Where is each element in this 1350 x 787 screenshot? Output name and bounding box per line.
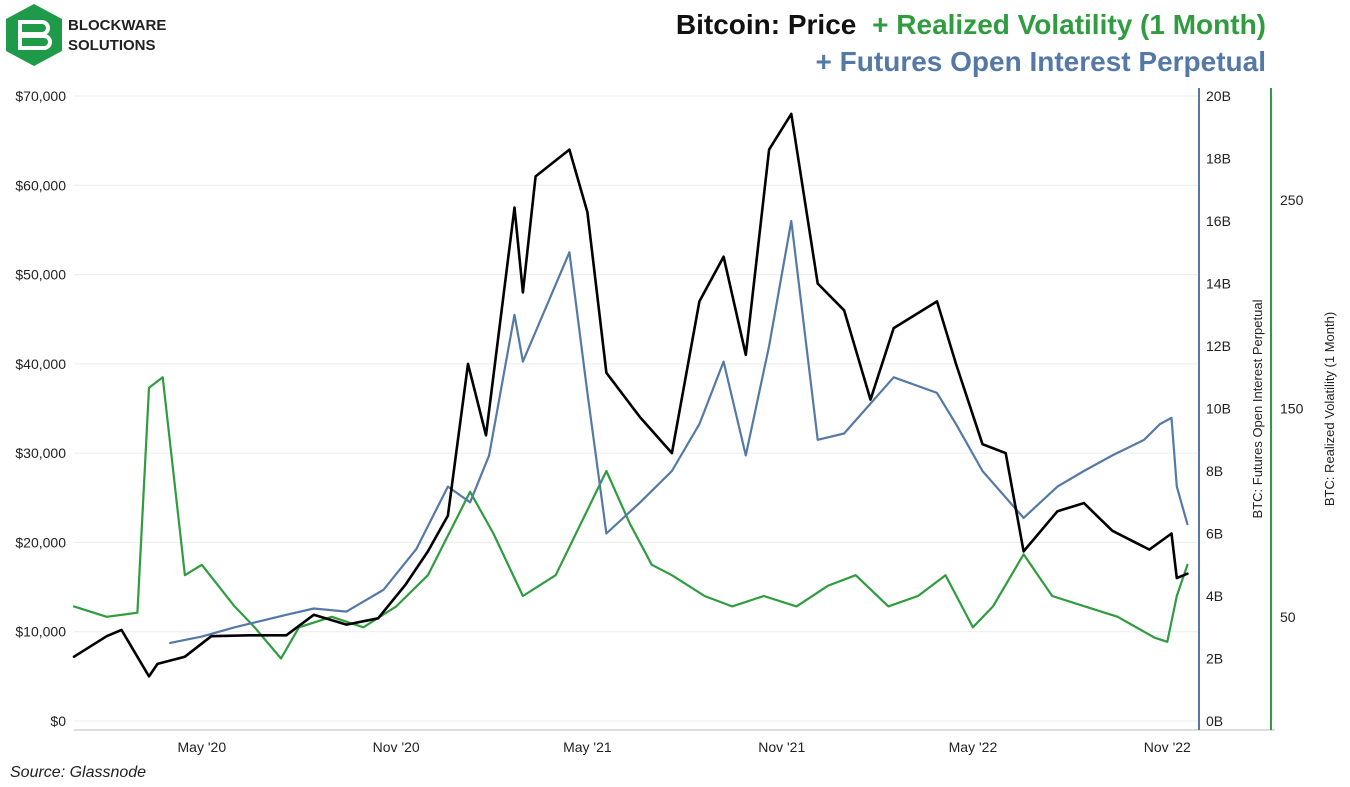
price-line bbox=[72, 112, 1189, 678]
y-left-tick-label: $60,000 bbox=[15, 177, 66, 193]
y-right2-tick-label: 50 bbox=[1280, 609, 1296, 625]
x-tick-label: May '22 bbox=[949, 739, 998, 755]
x-tick-label: May '21 bbox=[563, 739, 612, 755]
x-tick-label: Nov '22 bbox=[1144, 739, 1191, 755]
y-left-tick-label: $70,000 bbox=[15, 88, 66, 104]
logo-text-line2: SOLUTIONS bbox=[68, 37, 156, 54]
y-right1-tick-label: 16B bbox=[1206, 213, 1231, 229]
chart-title-line1: Bitcoin: Price + Realized Volatility (1 … bbox=[676, 9, 1266, 40]
y-axis-title-volatility: BTC: Realized Volatility (1 Month) bbox=[1322, 312, 1337, 506]
series-layer bbox=[72, 112, 1189, 678]
blockware-logo: BLOCKWARE SOLUTIONS bbox=[6, 4, 166, 66]
title-price: Bitcoin: Price bbox=[676, 9, 856, 40]
y-left-tick-label: $0 bbox=[50, 713, 66, 729]
y-left-tick-label: $30,000 bbox=[15, 445, 66, 461]
y-right1-tick-label: 12B bbox=[1206, 338, 1231, 354]
title-volatility: + Realized Volatility (1 Month) bbox=[872, 9, 1266, 40]
y-right1-tick-label: 4B bbox=[1206, 588, 1223, 604]
x-tick-label: Nov '20 bbox=[373, 739, 420, 755]
x-tick-label: May '20 bbox=[178, 739, 227, 755]
y-right1-tick-label: 0B bbox=[1206, 713, 1223, 729]
y-left-tick-label: $50,000 bbox=[15, 267, 66, 283]
y-right1-tick-label: 20B bbox=[1206, 88, 1231, 104]
y-left-tick-label: $20,000 bbox=[15, 534, 66, 550]
logo-text-line1: BLOCKWARE bbox=[68, 17, 166, 34]
y-right1-tick-label: 14B bbox=[1206, 276, 1231, 292]
grid-lines bbox=[74, 95, 1199, 722]
y-right1-tick-label: 6B bbox=[1206, 526, 1223, 542]
y-right1-tick-label: 10B bbox=[1206, 401, 1231, 417]
logo-bs-icon bbox=[18, 20, 52, 50]
source-note: Source: Glassnode bbox=[10, 764, 146, 781]
open-interest-line bbox=[169, 219, 1189, 645]
y-right2-tick-label: 150 bbox=[1280, 401, 1304, 417]
y-right2-tick-label: 250 bbox=[1280, 192, 1304, 208]
y-left-tick-label: $40,000 bbox=[15, 356, 66, 372]
y-right1-tick-label: 18B bbox=[1206, 151, 1231, 167]
y-right1-tick-label: 8B bbox=[1206, 463, 1223, 479]
volatility-line bbox=[72, 376, 1189, 660]
tick-labels: $0 $10,000 $20,000 $30,000 $40,000 $50,000 $60… bbox=[15, 88, 1303, 755]
chart-title-line2: + Futures Open Interest Perpetual bbox=[816, 46, 1266, 77]
y-axis-title-open-interest: BTC: Futures Open Interest Perpetual bbox=[1250, 299, 1265, 518]
y-right1-tick-label: 2B bbox=[1206, 651, 1223, 667]
x-tick-label: Nov '21 bbox=[758, 739, 805, 755]
y-left-tick-label: $10,000 bbox=[15, 624, 66, 640]
